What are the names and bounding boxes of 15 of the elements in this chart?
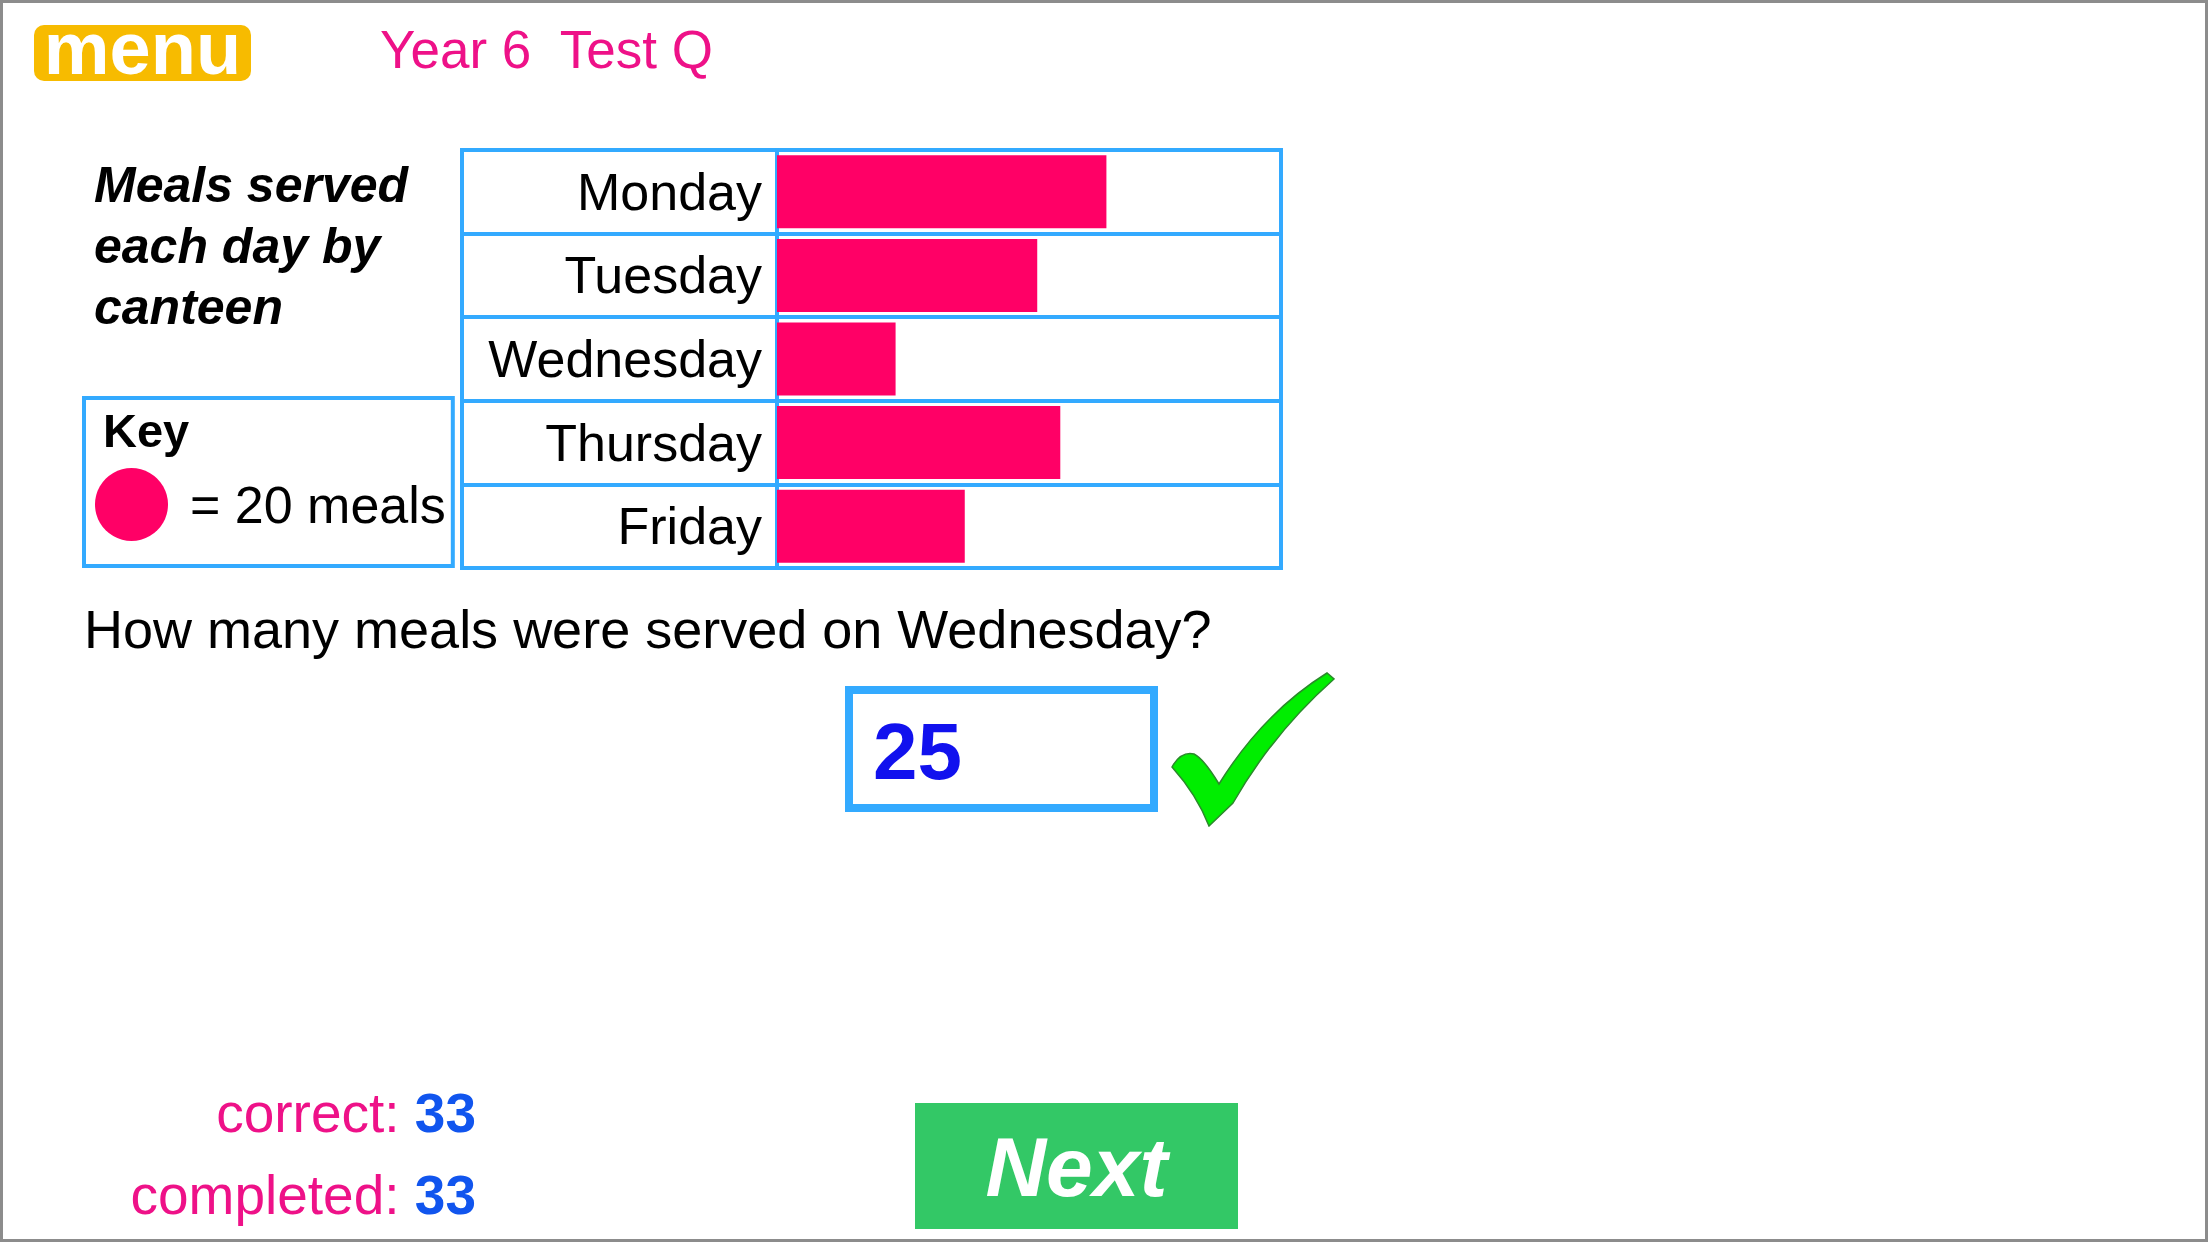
text: 25: [873, 707, 962, 797]
legend-title: Key: [103, 404, 190, 458]
text: menu: [42, 7, 243, 91]
text: Meals served each day by canteen: [94, 156, 410, 337]
text: completed: 33: [130, 1164, 476, 1227]
legend-label: = 20 meals: [190, 475, 446, 534]
text: Next: [984, 1119, 1172, 1214]
y-tick-label: Tuesday: [564, 246, 762, 305]
y-tick-label: Friday: [617, 497, 762, 556]
y-tick-label: Thursday: [545, 413, 762, 472]
y-tick-label: Wednesday: [488, 330, 762, 388]
text: How many meals were served on Wednesday?: [84, 599, 1212, 660]
text: Year 6 Test Q: [380, 20, 713, 80]
y-tick-label: Monday: [577, 162, 762, 221]
text: correct: 33: [216, 1082, 476, 1145]
